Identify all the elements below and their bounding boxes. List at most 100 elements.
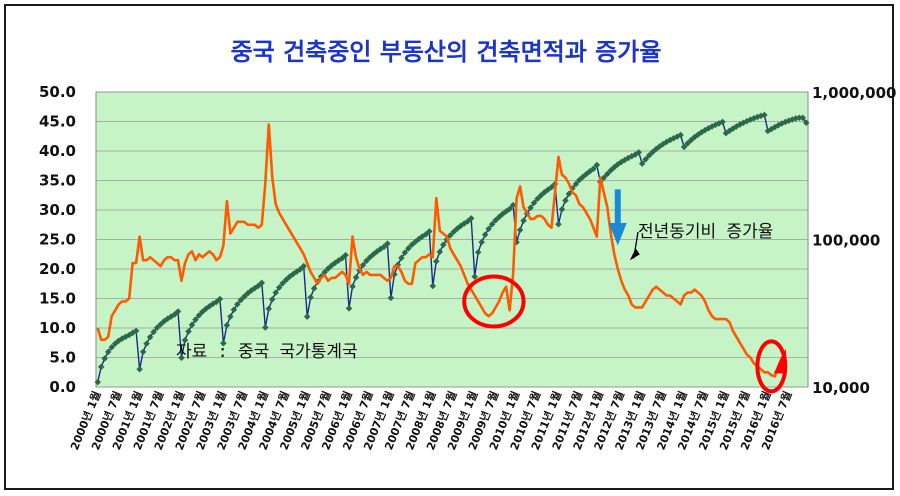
floor-area-point	[447, 232, 454, 239]
floor-area-point	[604, 170, 611, 178]
growth-rate-line	[96, 123, 787, 378]
floor-area-point	[593, 161, 601, 169]
floor-area-point	[237, 296, 245, 304]
growth-rate-series	[96, 123, 787, 378]
up-arrow-icon	[773, 348, 787, 374]
floor-area-point	[426, 228, 433, 235]
floor-area-point	[565, 190, 573, 198]
floor-area-point	[645, 152, 653, 159]
floor-area-point	[492, 217, 499, 224]
floor-area-point	[216, 295, 224, 303]
floor-area-point	[436, 248, 444, 256]
floor-area-point	[272, 289, 279, 296]
floor-area-point	[478, 238, 485, 246]
floor-area-point	[150, 328, 157, 336]
right-axis-ticks: 10,000 100,000 1,000,000	[812, 84, 896, 397]
floor-area-point	[143, 340, 150, 347]
floor-area-point	[527, 204, 534, 212]
floor-area-point	[638, 160, 646, 167]
floor-area-point	[761, 111, 768, 119]
floor-area-point	[241, 293, 248, 300]
floor-area-point	[265, 305, 273, 313]
floor-area-point	[171, 311, 178, 318]
floor-area-point	[324, 265, 332, 272]
source-note: 자료 : 중국 국가통계국	[176, 342, 358, 362]
floor-area-point	[157, 321, 164, 328]
floor-area-point	[94, 378, 101, 386]
chart: 중국 건축중인 부동산의 건축면적과 증가율 0.0 5.0 10.0 15.0 20.…	[39, 38, 896, 452]
floor-area-point	[642, 155, 649, 163]
floor-area-point	[380, 243, 388, 251]
floor-area-point	[363, 257, 370, 265]
left-tick-label: 30.0	[39, 201, 76, 219]
right-tick-label: 100,000	[812, 232, 880, 250]
floor-area-point	[366, 253, 374, 261]
floor-area-point	[429, 282, 437, 290]
left-tick-label: 50.0	[39, 83, 76, 101]
floor-area-point	[132, 327, 140, 335]
floor-area-point	[481, 231, 489, 238]
highlight-circle	[462, 274, 526, 329]
floor-area-point	[509, 201, 517, 209]
floor-area-point	[387, 294, 395, 302]
grid-lines	[96, 91, 808, 388]
floor-area-point	[181, 336, 189, 344]
floor-area-point	[474, 248, 482, 256]
floor-area-point	[530, 199, 538, 207]
floor-area-point	[188, 321, 196, 329]
floor-area-point	[349, 283, 356, 290]
chart-title: 중국 건축중인 부동산의 건축면적과 증가율	[231, 38, 662, 66]
floor-area-point	[520, 217, 527, 225]
floor-area-point	[153, 324, 161, 332]
floor-area-point	[262, 324, 269, 331]
right-tick-label: 1,000,000	[812, 84, 896, 102]
floor-area-point	[488, 220, 496, 228]
right-tick-label: 10,000	[812, 379, 870, 397]
floor-area-point	[384, 240, 391, 247]
floor-area-point	[139, 348, 147, 356]
floor-area-point	[408, 241, 416, 249]
floor-area-point	[495, 213, 503, 221]
floor-area-point	[537, 192, 545, 199]
left-axis-ticks: 0.0 5.0 10.0 15.0 20.0 25.0 30.0 35.0 40.0 45.0 50…	[39, 83, 76, 396]
floor-area-point	[300, 262, 307, 270]
floor-area-point	[534, 195, 541, 202]
floor-area-point	[282, 276, 290, 283]
pointer-arrowhead-icon	[629, 248, 640, 261]
floor-area-point	[303, 313, 311, 320]
floor-area-point	[555, 220, 562, 228]
floor-area-point	[146, 333, 154, 341]
floor-area-point	[516, 226, 524, 234]
floor-area-point	[450, 228, 457, 236]
floor-area-point	[104, 348, 112, 356]
left-tick-label: 0.0	[49, 378, 76, 396]
down-arrow-icon	[608, 222, 627, 246]
floor-area-point	[296, 266, 304, 273]
floor-area-point	[307, 294, 314, 301]
floor-area-point	[195, 312, 203, 319]
floor-area-point	[223, 322, 231, 329]
growth-rate-label: 전년동기비 증가율	[638, 222, 773, 242]
floor-area-point	[576, 176, 583, 184]
floor-area-point	[506, 205, 513, 213]
floor-area-point	[398, 254, 405, 262]
floor-area-point	[101, 355, 108, 362]
floor-area-point	[345, 305, 353, 312]
left-tick-label: 10.0	[39, 319, 76, 337]
floor-area-point	[572, 180, 580, 188]
floor-area-point	[359, 261, 367, 269]
floor-area-point	[405, 245, 412, 252]
floor-area-point	[401, 249, 409, 256]
left-tick-label: 35.0	[39, 172, 76, 190]
floor-area-point	[136, 365, 143, 373]
floor-area-point	[269, 296, 276, 303]
chart-frame: 중국 건축중인 부동산의 건축면적과 증가율 0.0 5.0 10.0 15.0 20.…	[4, 4, 896, 490]
floor-area-point	[321, 268, 328, 276]
floor-area-point	[635, 149, 642, 156]
floor-area-point	[275, 284, 283, 291]
floor-area-point	[548, 184, 555, 191]
floor-area-point	[471, 273, 478, 280]
floor-area-point	[558, 206, 566, 213]
floor-area-point	[342, 251, 349, 259]
